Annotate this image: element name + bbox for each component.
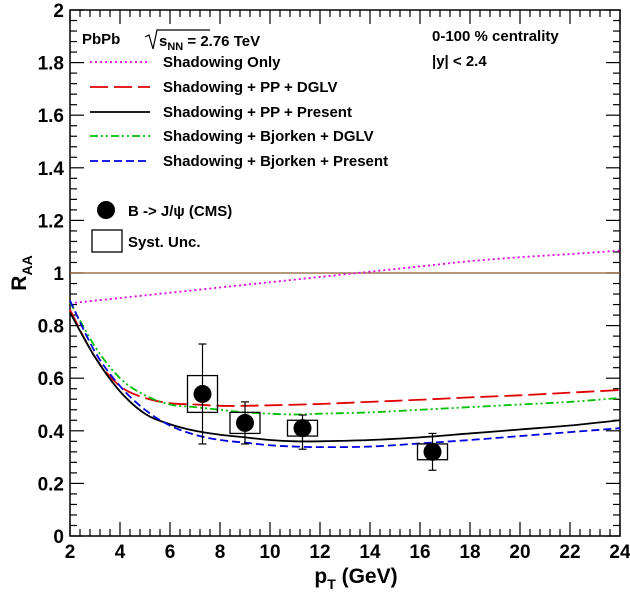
y-tick-label: 1.4: [38, 159, 65, 180]
legend-label-2: Shadowing + PP + DGLV: [163, 79, 337, 96]
x-tick-label: 22: [559, 542, 580, 563]
legend-label-data: B -> J/ψ (CMS): [128, 203, 232, 220]
legend-syst-box: [91, 229, 123, 253]
data-point-marker: [293, 419, 312, 438]
rapidity-label: |y| < 2.4: [432, 53, 487, 70]
x-tick-label: 8: [215, 542, 226, 563]
series-line-4: [69, 301, 621, 416]
legend-label-4: Shadowing + Bjorken + DGLV: [163, 128, 374, 145]
data-point-marker: [423, 442, 442, 461]
data-point-marker: [193, 384, 212, 403]
y-tick-label: 0: [53, 527, 64, 548]
x-tick-label: 20: [509, 542, 530, 563]
x-tick-label: 4: [115, 542, 126, 563]
x-tick-label: 12: [309, 542, 330, 563]
system-label: PbPb: [82, 31, 120, 48]
series-line-3: [69, 312, 621, 443]
data-point-marker: [236, 413, 254, 432]
series-line-1: [69, 249, 621, 305]
x-tick-label: 14: [359, 542, 381, 563]
x-tick-label: 2: [65, 542, 76, 563]
y-tick-label: 0.2: [38, 474, 64, 495]
x-tick-label: 6: [165, 542, 176, 563]
energy-label: sNN = 2.76 TeV: [159, 33, 260, 53]
y-tick-label: 1.6: [38, 106, 64, 127]
y-tick-label: 2: [53, 1, 64, 22]
y-tick-label: 1: [53, 264, 64, 285]
x-tick-label: 16: [409, 542, 430, 563]
data-points: [186, 343, 449, 471]
legend-marker-data: [97, 201, 115, 219]
y-tick-label: 0.8: [38, 317, 64, 338]
legend: Shadowing Only Shadowing + PP + DGLV Shado…: [90, 54, 388, 253]
legend-label-1: Shadowing Only: [163, 54, 281, 71]
legend-label-3: Shadowing + PP + Present: [163, 104, 352, 121]
y-tick-label: 1.2: [38, 211, 64, 232]
series-line-2: [69, 309, 621, 407]
sqrt-icon: [144, 29, 210, 50]
centrality-label: 0-100 % centrality: [432, 28, 559, 45]
y-tick-label: 1.8: [38, 54, 64, 75]
x-tick-label: 24: [609, 542, 630, 563]
x-axis-label: pT (GeV): [314, 565, 397, 592]
y-tick-label: 0.6: [38, 369, 64, 390]
x-tick-label: 10: [259, 542, 280, 563]
x-tick-label: 18: [459, 542, 480, 563]
y-tick-label: 0.4: [38, 422, 65, 443]
legend-label-5: Shadowing + Bjorken + Present: [163, 153, 388, 170]
legend-label-syst: Syst. Unc.: [128, 234, 201, 251]
y-axis-label: RAA: [8, 255, 35, 290]
series-curves: [69, 249, 621, 449]
axes: 2 4 6 8 10 12 14 16 18 20 22 2400.20.40.60.811.21.4…: [8, 1, 630, 592]
annotations: PbPb sNN = 2.76 TeV 0-100 % centrality |y| …: [82, 28, 559, 70]
series-line-5: [69, 300, 621, 449]
